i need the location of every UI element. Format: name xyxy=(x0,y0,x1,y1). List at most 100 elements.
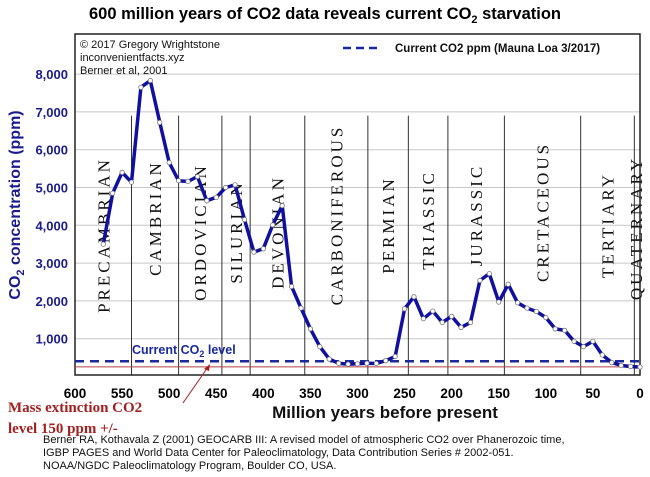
period-label: CARBONIFEROUS xyxy=(327,125,346,306)
data-point xyxy=(552,326,558,332)
x-tick-label: 400 xyxy=(252,386,275,401)
x-tick-label: 450 xyxy=(205,386,228,401)
annotation-text: level 150 ppm +/- xyxy=(8,421,118,437)
x-tick-label: 50 xyxy=(585,386,600,401)
data-point xyxy=(505,281,511,287)
data-point xyxy=(571,338,577,344)
data-point xyxy=(562,327,568,333)
credit-line: inconvenientfacts.xyz xyxy=(80,52,185,64)
co2-line xyxy=(101,78,641,369)
x-tick-label: 200 xyxy=(440,386,463,401)
y-tick-label: 6,000 xyxy=(35,143,68,158)
data-point xyxy=(543,314,549,321)
data-point xyxy=(364,360,370,366)
data-point xyxy=(467,319,474,326)
data-point xyxy=(223,184,229,191)
data-point xyxy=(496,299,502,305)
data-point xyxy=(260,246,266,252)
data-point xyxy=(430,308,436,314)
credit-line: Berner et al, 2001 xyxy=(80,65,167,77)
y-tick-label: 8,000 xyxy=(35,67,68,82)
data-point xyxy=(458,324,464,330)
x-tick-label: 600 xyxy=(64,386,87,401)
data-point xyxy=(232,182,238,188)
data-point xyxy=(128,179,135,185)
y-axis-label: CO2 concentration (ppm) xyxy=(7,110,27,299)
data-point xyxy=(194,173,201,180)
data-point xyxy=(420,316,427,322)
co2-series xyxy=(100,77,643,370)
x-tick-label: 550 xyxy=(111,386,134,401)
data-point xyxy=(524,305,530,311)
y-tick-label: 2,000 xyxy=(35,294,68,309)
period-label: CAMBRIAN xyxy=(146,160,165,276)
x-tick-label: 0 xyxy=(636,386,644,401)
data-point xyxy=(401,306,408,312)
data-point xyxy=(345,361,351,367)
period-label: TRIASSIC xyxy=(419,170,438,270)
citation-line: IGBP PAGES and World Data Center for Pal… xyxy=(43,447,514,459)
x-tick-label: 350 xyxy=(299,386,322,401)
legend: Current CO2 ppm (Mauna Loa 3/2017) xyxy=(343,43,600,55)
citation-line: NOAA/NGDC Paleoclimatology Program, Boul… xyxy=(43,460,336,472)
data-point xyxy=(241,217,248,223)
x-tick-label: 500 xyxy=(158,386,181,401)
x-axis-label: Million years before present xyxy=(272,403,498,422)
data-point xyxy=(326,356,332,362)
data-point xyxy=(590,338,596,344)
data-point xyxy=(157,119,163,126)
data-point xyxy=(138,84,144,90)
data-point xyxy=(533,308,540,315)
data-point xyxy=(411,294,417,300)
x-axis-ticks: 600 550 500 450 400 350 300 250 200 150 100 50 0 xyxy=(64,386,644,401)
reference-lines xyxy=(75,359,640,368)
data-point xyxy=(336,360,342,366)
current-co2-label: Current CO2 level xyxy=(132,343,236,359)
gridlines xyxy=(75,73,640,340)
data-point xyxy=(392,353,398,360)
annotation-arrow xyxy=(182,366,209,404)
data-point xyxy=(580,344,587,350)
data-point xyxy=(251,249,257,255)
plot-frame xyxy=(74,33,641,376)
credit-line: © 2017 Gregory Wrightstone xyxy=(80,39,220,51)
x-tick-label: 300 xyxy=(346,386,369,401)
x-tick-label: 150 xyxy=(487,386,510,401)
data-point xyxy=(147,77,153,84)
y-tick-label: 3,000 xyxy=(35,256,68,271)
y-tick-label: 4,000 xyxy=(35,218,68,233)
data-point xyxy=(514,300,521,306)
data-point xyxy=(637,364,643,370)
data-point xyxy=(213,194,219,200)
data-point xyxy=(449,313,455,319)
data-point xyxy=(166,159,172,166)
data-point xyxy=(486,271,492,277)
data-point xyxy=(185,178,191,185)
y-tick-label: 5,000 xyxy=(35,181,68,196)
data-point xyxy=(204,198,210,204)
period-label: TERTIARY xyxy=(599,172,618,278)
data-point xyxy=(110,190,116,196)
x-tick-label: 100 xyxy=(535,386,558,401)
data-point xyxy=(279,203,285,209)
data-point xyxy=(270,222,276,228)
y-axis-ticks: 1,000 2,000 3,000 4,000 5,000 6,000 7,000 8,000 xyxy=(35,67,68,347)
data-point xyxy=(354,361,361,367)
data-point xyxy=(618,362,624,369)
legend-label: Current CO2 ppm (Mauna Loa 3/2017) xyxy=(395,43,600,55)
citation-line: Berner RA, Kothavala Z (2001) GEOCARB II… xyxy=(43,434,565,446)
data-point xyxy=(175,178,182,184)
data-point xyxy=(288,283,295,290)
period-label: CRETACEOUS xyxy=(534,142,553,282)
data-point xyxy=(298,305,304,311)
data-point xyxy=(599,352,605,358)
period-label: QUATERNARY xyxy=(627,156,646,300)
chart-title: 600 million years of CO2 data reveals cu… xyxy=(89,5,561,26)
data-point xyxy=(627,363,634,370)
period-label: JURASSIC xyxy=(467,164,486,266)
y-tick-label: 7,000 xyxy=(35,105,68,120)
data-point xyxy=(373,360,379,367)
data-point xyxy=(477,277,483,284)
x-tick-label: 250 xyxy=(393,386,416,401)
